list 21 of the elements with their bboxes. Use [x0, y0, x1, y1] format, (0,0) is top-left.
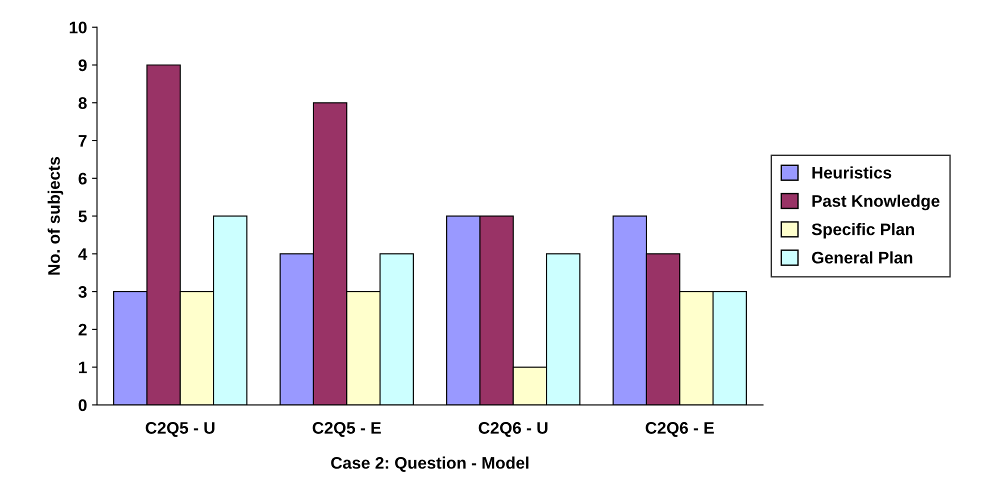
y-tick-label: 9 [78, 59, 87, 72]
x-tick-label: C2Q6 - U [478, 422, 548, 437]
x-tick-label: C2Q5 - E [312, 422, 381, 437]
y-axis-title: No. of subjects [48, 157, 64, 275]
y-tick-label: 8 [78, 97, 87, 109]
y-tick-label: 3 [78, 286, 87, 298]
legend-label: Past Knowledge [812, 194, 940, 210]
y-tick-label: 4 [78, 248, 88, 260]
y-tick-label: 2 [78, 324, 87, 336]
y-tick-label: 7 [78, 135, 87, 147]
x-tick-label: C2Q5 - U [146, 422, 214, 437]
y-tick-label: 5 [78, 210, 87, 222]
legend-label: General Plan [812, 251, 912, 264]
legend-label: Heuristics [812, 166, 892, 179]
x-axis-title: Case 2: Question - Model [331, 456, 528, 472]
y-tick-label: 0 [78, 399, 87, 412]
y-tick-label: 1 [79, 362, 87, 374]
legend-label: Specific Plan [812, 223, 914, 239]
y-tick-label: 6 [78, 172, 87, 184]
y-tick-label: 10 [70, 22, 87, 34]
x-tick-label: C2Q6 - E [646, 422, 714, 437]
